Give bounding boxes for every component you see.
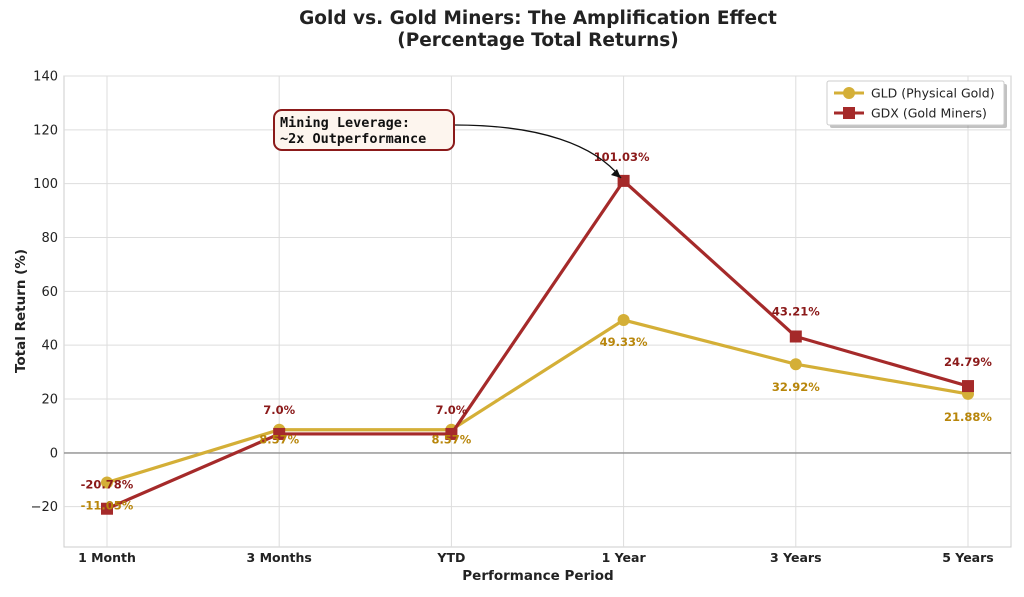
data-label: 7.0% <box>263 403 295 417</box>
data-label: 8.57% <box>259 433 299 447</box>
x-tick-label: 3 Years <box>770 550 821 565</box>
y-axis-label: Total Return (%) <box>13 249 29 373</box>
annotation-line-1: Mining Leverage: <box>280 115 410 131</box>
legend: GLD (Physical Gold) GDX (Gold Miners) <box>826 80 1007 128</box>
data-point <box>789 358 802 371</box>
annotation-arrow <box>454 124 622 179</box>
y-tick-label: 40 <box>41 339 58 354</box>
x-tick-label: 3 Months <box>247 550 312 565</box>
data-label: -11.05% <box>81 499 134 513</box>
data-point <box>962 380 974 393</box>
data-point <box>273 427 286 440</box>
x-tick-label: 5 Years <box>942 550 993 565</box>
legend-items: GLD (Physical Gold) GDX (Gold Miners) <box>834 86 995 121</box>
y-tick-label: 100 <box>33 177 58 192</box>
data-label: 8.57% <box>431 433 471 447</box>
x-tick-label: 1 Year <box>602 550 647 565</box>
legend-item: GLD (Physical Gold) <box>834 86 995 101</box>
data-label: 24.79% <box>944 355 992 369</box>
chart-title-line-1: Gold vs. Gold Miners: The Amplification … <box>299 8 777 29</box>
legend-marker <box>843 87 855 99</box>
data-label: 32.92% <box>772 380 820 394</box>
data-label: -20.78% <box>81 478 134 492</box>
data-labels: -11.05% 8.57% 8.57% 49.33% 32.92% 21.88% -20.7… <box>81 150 993 513</box>
series-line <box>106 318 969 485</box>
data-label: 43.21% <box>772 305 820 319</box>
legend-marker <box>843 107 855 119</box>
x-axis-label: Performance Period <box>462 568 613 584</box>
data-point <box>617 314 630 327</box>
grid <box>64 75 1011 547</box>
x-tick-label: YTD <box>436 550 465 565</box>
chart-title: Gold vs. Gold Miners: The Amplification … <box>299 8 777 51</box>
chart-title-line-2: (Percentage Total Returns) <box>397 30 678 51</box>
y-tick-label: 120 <box>33 123 58 138</box>
data-point <box>789 330 802 343</box>
data-label: 49.33% <box>600 335 648 349</box>
annotation-box <box>273 109 455 151</box>
legend-box <box>826 80 1005 126</box>
annotation: Mining Leverage: ~2x Outperformance <box>273 109 622 179</box>
y-tick-label: 140 <box>33 70 58 85</box>
annotation-arrowhead <box>611 169 621 178</box>
data-label: 21.88% <box>944 410 992 424</box>
series-line <box>106 179 969 511</box>
data-label: 101.03% <box>594 150 650 164</box>
plot-area <box>63 75 1012 548</box>
data-label: 7.0% <box>435 403 467 417</box>
series <box>101 174 974 515</box>
x-tick-label: 1 Month <box>78 550 136 565</box>
y-tick-label: 60 <box>41 285 58 300</box>
y-tick-label: −20 <box>31 500 58 515</box>
legend-item: GDX (Gold Miners) <box>834 106 987 121</box>
data-point <box>101 502 113 515</box>
x-axis-ticks: 1 Month 3 Months YTD 1 Year 3 Years 5 Years <box>78 550 994 565</box>
y-tick-label: 80 <box>41 231 58 246</box>
legend-label: GLD (Physical Gold) <box>871 86 995 101</box>
data-point <box>445 427 458 440</box>
legend-label: GDX (Gold Miners) <box>871 106 987 121</box>
y-axis-ticks: −20 0 20 40 60 80 100 120 140 <box>31 70 58 516</box>
y-tick-label: 0 <box>50 446 58 461</box>
data-point <box>101 476 113 489</box>
y-tick-label: 20 <box>41 392 58 407</box>
annotation-line-2: ~2x Outperformance <box>280 131 426 147</box>
